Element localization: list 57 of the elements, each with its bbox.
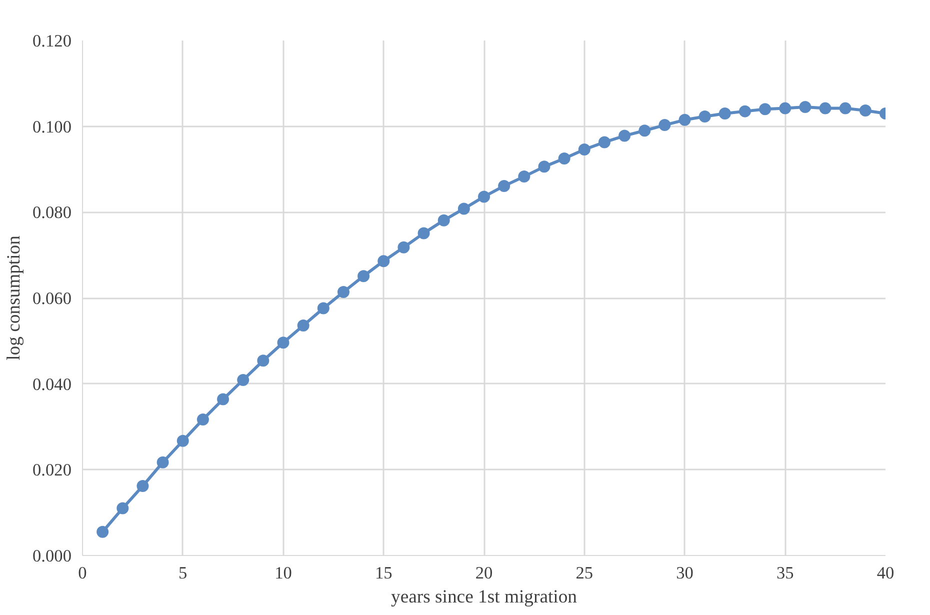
y-tick-label: 0.000 xyxy=(32,546,72,566)
x-tick-label: 40 xyxy=(876,564,894,582)
x-tick-label: 10 xyxy=(274,564,292,582)
x-tick-label: 25 xyxy=(576,564,594,582)
point xyxy=(358,270,370,282)
point xyxy=(398,241,410,254)
y-tick-label: 0.060 xyxy=(32,289,72,308)
x-axis-title: years since 1st migration xyxy=(391,586,578,608)
point xyxy=(418,227,430,240)
x-tick-label: 35 xyxy=(776,564,794,582)
x-tick-label: 0 xyxy=(78,564,87,582)
point xyxy=(598,136,610,148)
point xyxy=(116,502,129,514)
point xyxy=(638,124,651,137)
point xyxy=(378,255,390,268)
point xyxy=(337,286,350,298)
point xyxy=(277,336,290,349)
point xyxy=(156,456,169,468)
point xyxy=(618,130,631,142)
point xyxy=(237,374,250,386)
point xyxy=(698,110,711,122)
point xyxy=(839,102,852,114)
x-tick-label: 30 xyxy=(676,564,694,582)
point xyxy=(317,302,330,314)
point xyxy=(859,104,872,116)
y-tick-label: 0.120 xyxy=(32,32,72,50)
x-tick-label: 5 xyxy=(178,564,188,582)
point xyxy=(96,526,109,538)
point xyxy=(658,119,671,132)
point xyxy=(438,214,450,226)
point xyxy=(176,434,189,447)
point xyxy=(217,393,230,406)
point xyxy=(759,103,772,116)
point xyxy=(538,160,550,173)
point xyxy=(136,480,149,492)
point xyxy=(718,107,731,120)
point xyxy=(738,105,751,118)
y-tick-label: 0.040 xyxy=(32,374,72,394)
x-tick-label: 20 xyxy=(475,564,493,582)
point xyxy=(779,102,792,114)
y-tick-label: 0.100 xyxy=(32,117,72,136)
point xyxy=(478,190,490,203)
point xyxy=(799,101,812,114)
point xyxy=(558,152,570,165)
point xyxy=(578,144,590,156)
point xyxy=(458,202,470,215)
point xyxy=(257,354,270,367)
point xyxy=(196,413,209,426)
point xyxy=(297,319,310,332)
point xyxy=(498,180,510,192)
point xyxy=(518,170,530,183)
point xyxy=(819,102,832,114)
y-axis-title: log consumption xyxy=(4,234,25,360)
y-tick-label: 0.080 xyxy=(32,203,72,222)
y-tick-label: 0.020 xyxy=(32,460,72,480)
x-tick-label: 15 xyxy=(374,564,392,582)
point xyxy=(678,114,691,126)
